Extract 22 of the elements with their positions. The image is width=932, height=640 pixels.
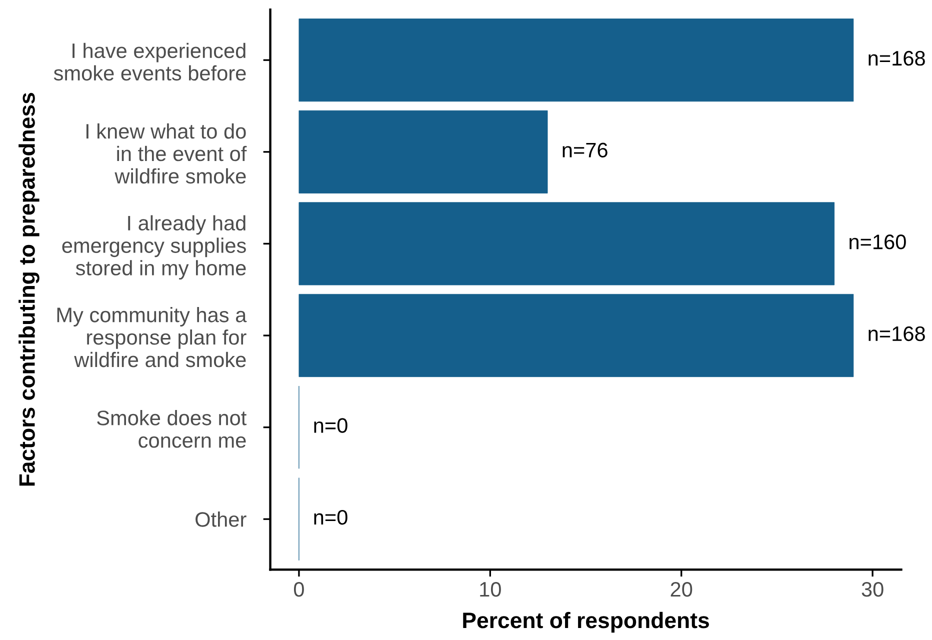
y-tick-label: Other	[196, 512, 246, 527]
annotation: n=168	[868, 50, 925, 66]
y-tick-label: My community has a response plan for wildfire and smoke	[57, 307, 247, 368]
x-tick-label: 10	[480, 582, 501, 597]
y-tick-label: Smoke does not concern me	[97, 410, 247, 448]
y-tick-label: I already had emergency supplies stored in my home	[62, 215, 246, 280]
y-axis-title: Factors contributing to preparedness	[18, 92, 40, 486]
x-tick-label: 30	[862, 582, 884, 597]
bar	[298, 202, 835, 286]
bar	[298, 18, 854, 102]
annotation: n=0	[314, 510, 348, 525]
annotation: n=168	[868, 326, 925, 342]
annotation: n=0	[314, 418, 348, 433]
x-tick-label: 0	[294, 582, 304, 597]
annotation: n=76	[562, 142, 608, 158]
x-axis-title: Percent of respondents	[463, 612, 709, 633]
y-tick-label: I have experienced smoke events before	[54, 42, 246, 81]
bar	[298, 294, 854, 378]
annotation: n=160	[850, 234, 906, 250]
bar	[298, 110, 548, 194]
y-tick-label: I knew what to do in the event of wildfire smoke	[86, 123, 247, 184]
x-tick-label: 20	[670, 582, 692, 597]
